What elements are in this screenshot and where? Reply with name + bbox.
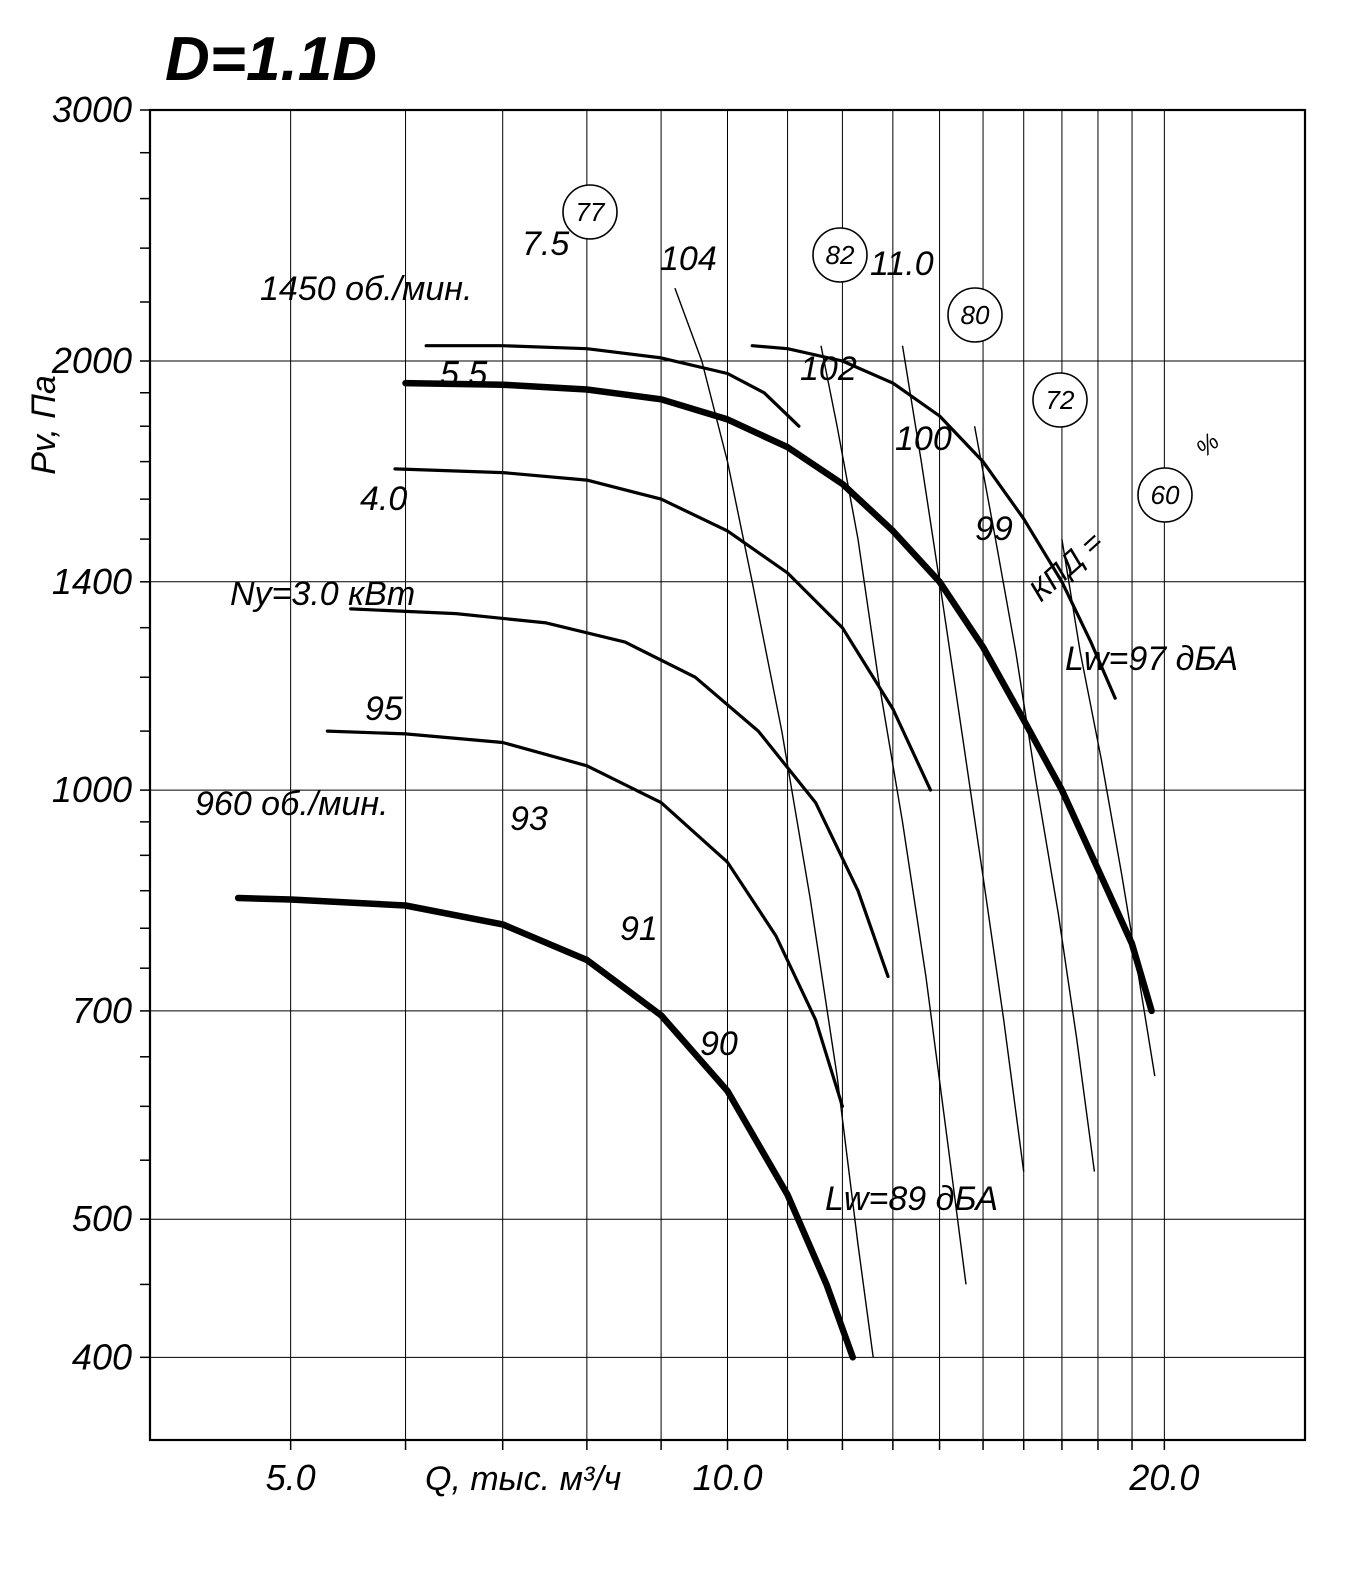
efficiency-label-77: 77 bbox=[576, 197, 606, 227]
x-tick-label: 20.0 bbox=[1128, 1457, 1199, 1498]
x-tick-label: 10.0 bbox=[692, 1457, 762, 1498]
y-tick-label: 1400 bbox=[52, 561, 132, 602]
annotation: 960 об./мин. bbox=[195, 785, 388, 823]
y-tick-label: 700 bbox=[72, 990, 132, 1031]
chart-title: D=1.1D bbox=[165, 25, 377, 94]
y-tick-label: 500 bbox=[72, 1198, 132, 1239]
annotation: 11.0 bbox=[870, 245, 934, 283]
efficiency-label-72: 72 bbox=[1046, 385, 1075, 415]
annotation: 4.0 bbox=[360, 480, 407, 518]
y-tick-label: 400 bbox=[72, 1336, 132, 1377]
x-axis-label: Q, тыс. м³/ч bbox=[425, 1460, 621, 1498]
efficiency-label-82: 82 bbox=[826, 240, 855, 270]
annotation: 7.5 bbox=[522, 225, 569, 263]
y-axis-label: Pv, Па bbox=[25, 375, 63, 475]
annotation: 95 bbox=[365, 690, 403, 728]
annotation: 102 bbox=[800, 350, 857, 388]
x-tick-label: 5.0 bbox=[266, 1457, 316, 1498]
annotation: 104 bbox=[660, 240, 717, 278]
annotation: 93 bbox=[510, 800, 548, 838]
y-tick-label: 3000 bbox=[52, 89, 132, 130]
annotation: Lw=89 дБА bbox=[825, 1180, 998, 1218]
annotation: 5.5 bbox=[440, 355, 487, 393]
annotation: 91 bbox=[620, 910, 658, 948]
annotation: 100 bbox=[895, 420, 952, 458]
fan-performance-chart: D=1.1D 400 500 700 1000 1400 2000 3000 5.0 10.0 20… bbox=[0, 0, 1352, 1570]
annotation: 99 bbox=[975, 510, 1013, 548]
annotation: 1450 об./мин. bbox=[260, 270, 472, 308]
annotation: 90 bbox=[700, 1025, 738, 1063]
y-tick-label: 2000 bbox=[51, 340, 132, 381]
annotation: Nу=3.0 кВт bbox=[230, 575, 415, 613]
efficiency-label-80: 80 bbox=[961, 300, 990, 330]
efficiency-label-60: 60 bbox=[1151, 480, 1180, 510]
y-tick-label: 1000 bbox=[52, 769, 132, 810]
annotation: Lw=97 дБА bbox=[1065, 640, 1238, 678]
